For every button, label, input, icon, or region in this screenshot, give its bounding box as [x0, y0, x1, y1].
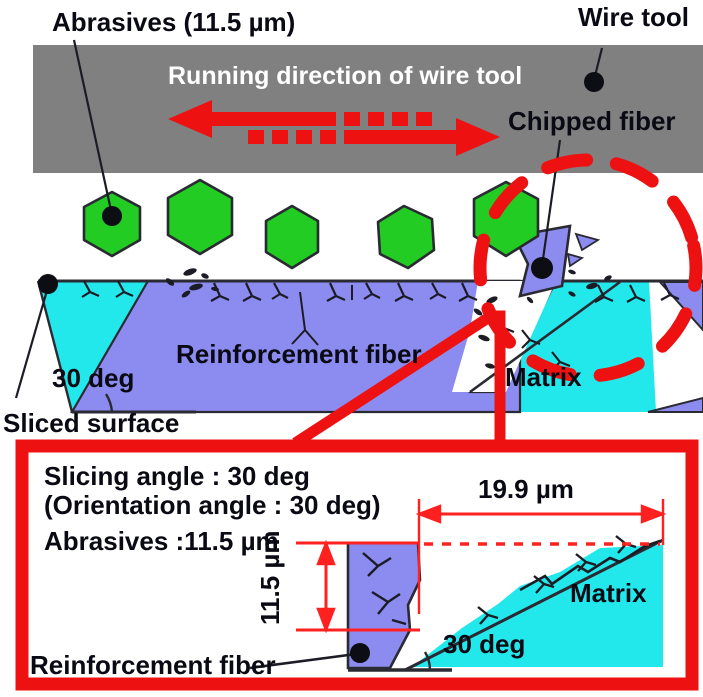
inset-line-slicing-angle: Slicing angle : 30 deg [44, 461, 310, 491]
label-angle-30-main: 30 deg [52, 363, 135, 393]
angle-arc-main [104, 393, 114, 413]
corner-fiber [647, 396, 703, 413]
inset-leader-fiber [249, 652, 357, 670]
inset-dim-horizontal-label: 19.9 µm [478, 474, 574, 504]
label-matrix: Matrix [505, 362, 582, 392]
arrow-right-shaft [344, 130, 456, 144]
abrasive-group [82, 178, 540, 270]
dot-abrasives [102, 206, 122, 226]
inset-line-abrasives: Abrasives :11.5 µm [44, 526, 279, 556]
dot-chipped-fiber [531, 257, 553, 279]
inset-label-angle-30: 30 deg [443, 629, 526, 659]
label-chipped-fiber: Chipped fiber [508, 106, 676, 136]
dim-vertical-11-5 [296, 539, 420, 634]
dim-horizontal-19-9 [415, 499, 667, 614]
arrow-left-dashes [344, 112, 432, 126]
label-sliced-surface: Sliced surface [3, 408, 180, 438]
arrow-right-dashes [248, 130, 336, 144]
chip-shard-a [574, 232, 601, 252]
dim-h-arrow-left [415, 504, 442, 524]
inset-label-matrix: Matrix [570, 578, 647, 608]
abrasive-hexagon-4 [376, 204, 436, 270]
leader-sliced-surface [14, 286, 50, 399]
label-wire-tool: Wire tool [578, 2, 689, 32]
leader-abrasives [72, 39, 114, 216]
abrasive-hexagon-5 [472, 180, 540, 258]
chip-shard-b [566, 252, 585, 268]
inset-callout-leader [292, 308, 506, 440]
label-running-direction: Running direction of wire tool [168, 62, 523, 90]
inset-leader-dot [350, 643, 370, 663]
inset-label-reinforcement-fiber: Reinforcement fiber [30, 650, 276, 680]
inset-fiber-cracks [362, 552, 407, 626]
arrow-right-head [456, 118, 500, 156]
arrow-left-head [168, 100, 212, 138]
wire-tool-bar [33, 45, 703, 173]
callout-leader-left [292, 308, 499, 440]
inset-line-orientation-angle: (Orientation angle : 30 deg) [44, 490, 381, 520]
dot-wire-tool [584, 72, 604, 92]
running-direction-arrows [168, 100, 500, 156]
dim-v-arrow-bottom [316, 607, 336, 634]
surface-whiskers [81, 280, 680, 371]
dim-v-arrow-top [316, 539, 336, 566]
abrasive-hexagon-3 [264, 204, 320, 270]
dot-sliced-surface [38, 274, 58, 294]
fiber-crack-marks [291, 285, 353, 346]
inset-angle-arc [423, 651, 432, 671]
zoom-highlight-circle [473, 153, 703, 383]
label-abrasives: Abrasives (11.5 µm) [52, 7, 296, 37]
label-reinforcement-fiber: Reinforcement fiber [176, 339, 422, 369]
dim-h-arrow-right [640, 504, 667, 524]
abrasive-hexagon-2 [166, 178, 234, 256]
leader-dots [38, 72, 604, 294]
inset-dim-vertical-label: 11.5 µm [255, 530, 285, 626]
arrow-left-shaft [210, 112, 336, 126]
inset-surface-jag [519, 539, 661, 592]
